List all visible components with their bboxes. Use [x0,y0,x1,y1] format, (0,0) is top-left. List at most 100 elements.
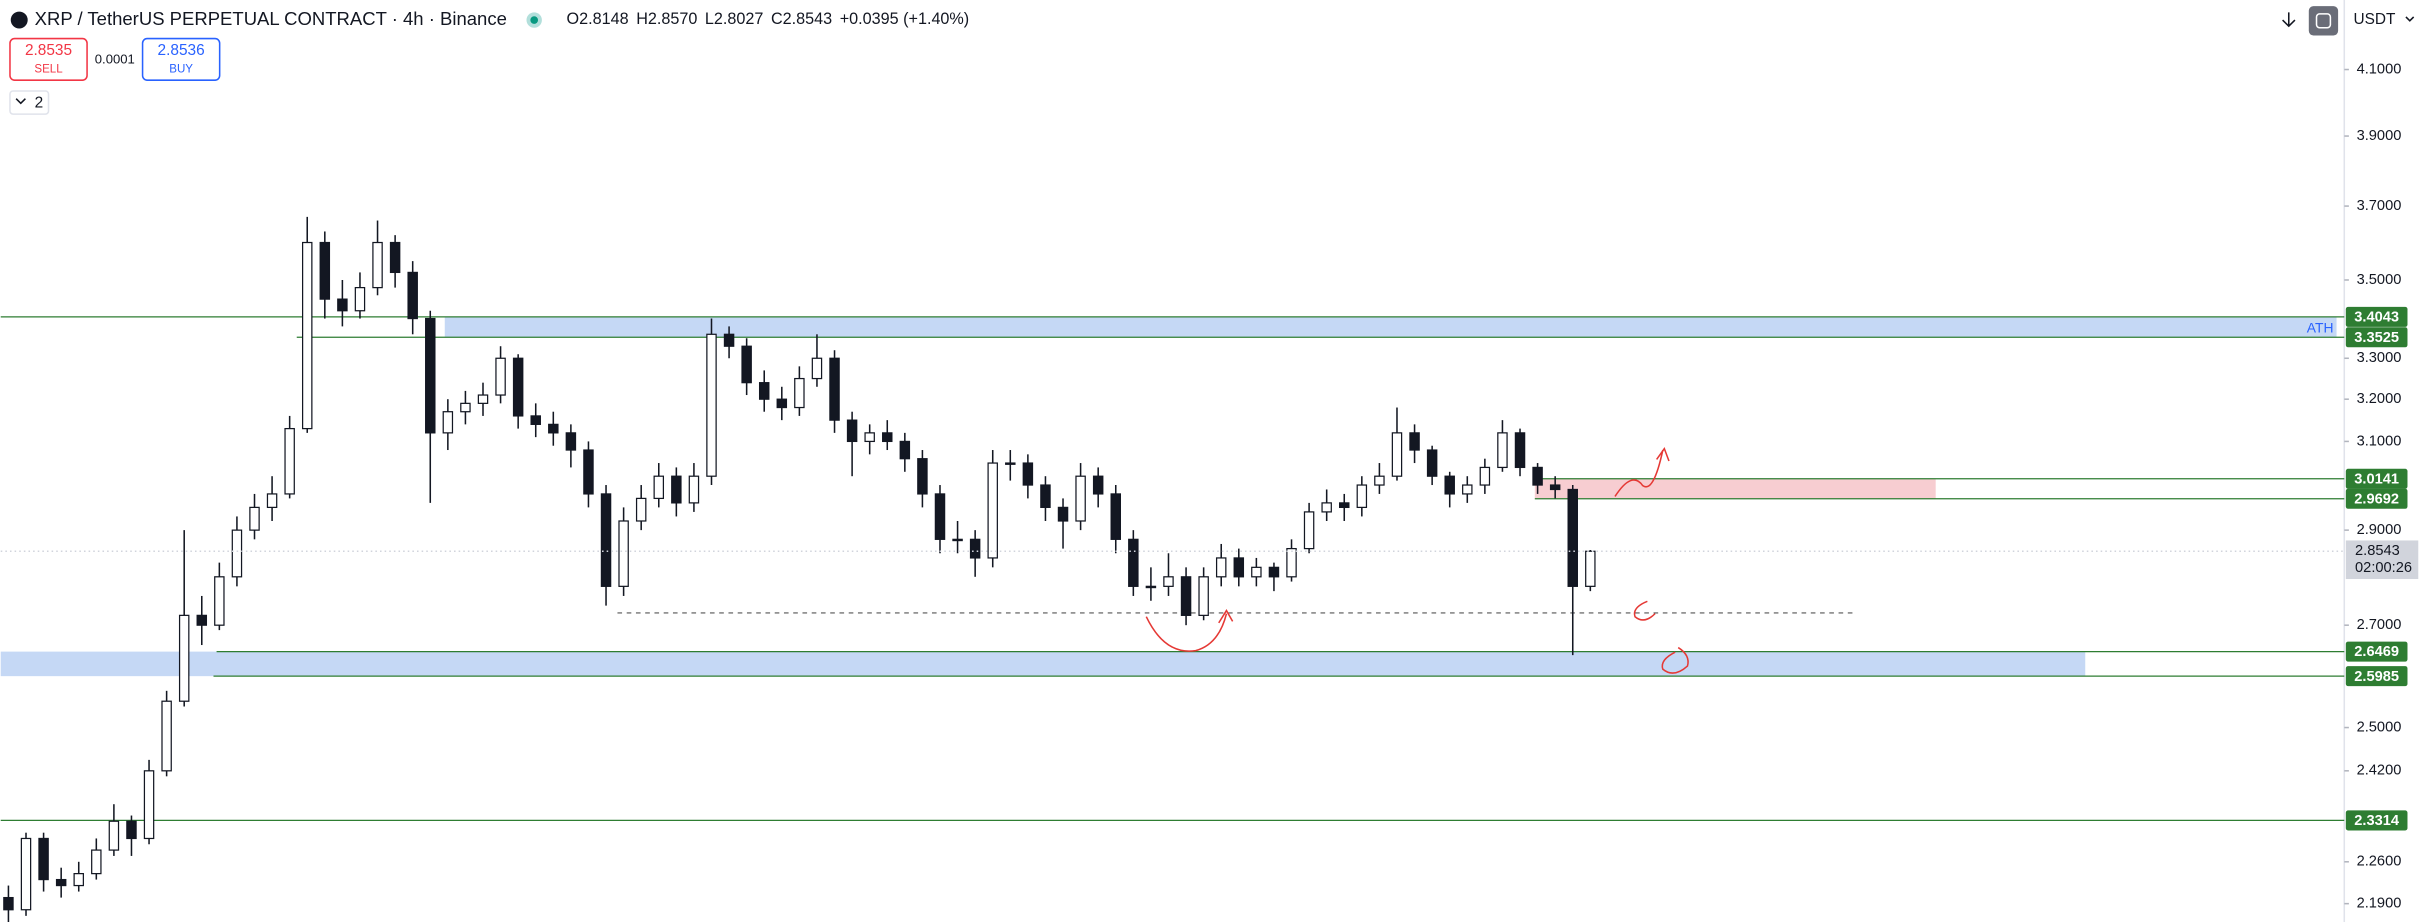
ath-zone [444,316,2337,338]
candle-body [301,241,313,430]
candle-body [1514,432,1526,469]
candle-body [1251,566,1262,578]
level-label-bg [2345,641,2408,662]
candle-body [653,475,665,500]
candle-body [548,423,559,434]
candle-body [1303,511,1315,550]
y-tick-label: 4.1000 [2357,61,2402,77]
candle-body [1426,449,1438,477]
y-tick-label: 3.3000 [2357,350,2402,366]
candle-body [214,576,225,626]
candle-body [565,432,577,451]
annotation-loop [1661,646,1689,674]
ohlc-close: C2.8543 [771,10,832,28]
candle-body [1321,502,1332,513]
y-tick-label: 3.9000 [2357,128,2402,144]
candle-body [987,462,998,559]
candle-body [635,497,647,522]
candle-body [1040,484,1051,509]
candle-body [864,432,875,443]
candle-body [1339,502,1350,509]
candle-body [1497,432,1508,469]
candle-body [55,878,67,887]
candle-body [1215,557,1227,578]
indicator-toggle[interactable] [9,90,50,115]
candle-body [1567,488,1578,587]
level-label-bg [2345,666,2408,687]
buy-button[interactable] [141,37,221,81]
level-label: 2.5985 [2354,669,2399,685]
buy-label: BUY [169,63,193,75]
candle-body [882,432,893,443]
candle-body [846,419,858,443]
candle-body [899,440,911,460]
y-tick-label: 2.1900 [2357,896,2402,912]
candle-body [1585,550,1596,587]
candle-body [794,377,805,409]
candle-body [671,475,682,504]
candle-body [425,317,436,434]
download-icon[interactable] [2282,12,2296,28]
candle-body [477,394,489,404]
ohlc-change: +0.0395 (+1.40%) [840,10,969,28]
candle-body [618,520,629,587]
annotation-arrow [1655,447,1670,462]
candle-body [530,415,541,425]
candle-body [1532,466,1543,486]
candle-body [829,357,840,421]
candle-body [1479,466,1491,486]
sell-label: SELL [34,63,63,75]
candle-body [688,475,700,504]
screen-icon [2315,13,2332,29]
level-label: 2.6469 [2354,644,2399,660]
supply-zone [1534,478,1936,499]
candle-body [758,382,770,400]
candle-body [1092,475,1104,495]
level-label-bg [2345,327,2408,348]
annotation-up [1614,450,1664,497]
candle-body [583,449,594,495]
ath-label: ATH [2307,319,2334,335]
candle-body [934,493,946,540]
candle-body [1233,557,1245,578]
currency[interactable]: USDT [2354,11,2397,28]
symbol-icon[interactable] [10,11,28,29]
candle-body [20,837,32,911]
level-label-bg [2345,306,2408,327]
level-label: 2.3314 [2354,813,2400,829]
candle-body [354,286,366,312]
annotation-arrow [1218,609,1234,624]
buy-price: 2.8536 [158,42,205,59]
status-dot-core [530,16,539,24]
y-tick-label: 2.5000 [2357,719,2402,735]
candle-body [126,820,137,840]
candle-body [161,700,172,772]
candle-body [811,357,823,380]
currency-chevron [2405,16,2415,22]
candle-body [1462,484,1473,495]
sell-button[interactable] [9,37,88,81]
screen-button[interactable] [2308,6,2339,36]
ohlc-low: L2.8027 [705,10,763,28]
candle-body [372,241,383,289]
candle-body [1391,432,1403,477]
candle-body [1268,566,1280,578]
candle-body [196,614,208,626]
candle-body [108,820,120,851]
candle-body [460,402,471,413]
price-axis: 4.1000 3.9000 3.7000 3.5000 3.3000 3.2000 3.10… [2344,61,2419,912]
candle-body [1286,547,1297,578]
candle-body [1444,475,1455,495]
candle-body [284,427,295,495]
candle-body [1409,432,1420,451]
candle-body [91,849,102,875]
candle-body [1075,475,1086,522]
ohlc-values: O2.8148 H2.8570 L2.8027 C2.8543 +0.0395 … [567,10,970,28]
candle-body [1057,506,1069,522]
y-tick-label: 3.2000 [2357,391,2402,407]
candle-body [600,493,612,587]
y-tick-label: 2.7000 [2357,617,2402,633]
